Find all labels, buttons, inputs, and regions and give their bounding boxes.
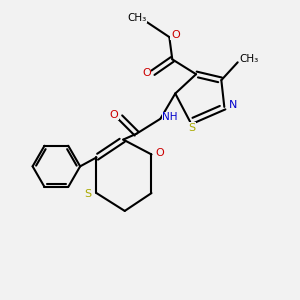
Text: N: N	[228, 100, 237, 110]
Text: CH₃: CH₃	[239, 54, 259, 64]
Text: CH₃: CH₃	[127, 13, 146, 23]
Text: O: O	[142, 68, 151, 78]
Text: NH: NH	[162, 112, 178, 122]
Text: S: S	[85, 189, 92, 199]
Text: O: O	[110, 110, 118, 120]
Text: O: O	[155, 148, 164, 158]
Text: O: O	[171, 30, 180, 40]
Text: S: S	[188, 123, 195, 133]
